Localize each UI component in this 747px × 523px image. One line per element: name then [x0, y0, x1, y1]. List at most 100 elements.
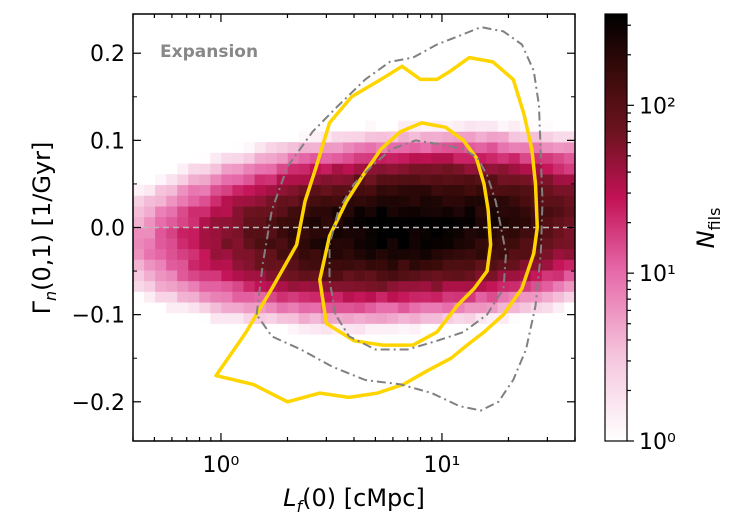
heatmap-cell: [563, 142, 575, 154]
heatmap-cell: [541, 195, 554, 207]
heatmap-cell: [342, 323, 355, 335]
heatmap-cell: [431, 280, 443, 292]
heatmap-cell: [276, 259, 288, 271]
heatmap-cell: [497, 184, 509, 196]
heatmap-cell: [442, 152, 454, 164]
heatmap-cell: [365, 184, 377, 196]
heatmap-cell: [519, 280, 532, 292]
heatmap-cell: [254, 195, 266, 207]
heatmap-cell: [166, 280, 178, 292]
heatmap-cell: [530, 131, 543, 143]
heatmap-cell: [298, 248, 311, 260]
heatmap-cell: [265, 184, 277, 196]
heatmap-cell: [210, 227, 222, 239]
heatmap-cell: [320, 259, 333, 271]
heatmap-cell: [420, 120, 432, 132]
heatmap-cell: [155, 248, 167, 260]
heatmap-cell: [508, 280, 521, 292]
heatmap-cell: [552, 142, 565, 154]
heatmap-cell: [276, 291, 288, 303]
heatmap-cell: [276, 248, 288, 260]
heatmap-cell: [221, 259, 233, 271]
heatmap-cell: [409, 280, 421, 292]
heatmap-cell: [409, 302, 421, 314]
heatmap-cell: [475, 312, 487, 324]
heatmap-cell: [243, 174, 255, 186]
heatmap-cell: [265, 174, 277, 186]
heatmap-cell: [409, 323, 421, 335]
heatmap-cell: [232, 142, 244, 154]
heatmap-cell: [354, 131, 366, 143]
heatmap-cell: [177, 270, 189, 282]
heatmap-cell: [221, 163, 233, 175]
heatmap-cell: [177, 302, 189, 314]
heatmap-cell: [508, 152, 521, 164]
heatmap-cell: [320, 291, 333, 303]
heatmap-cell: [563, 184, 575, 196]
heatmap-cell: [133, 227, 145, 239]
heatmap-cell: [486, 142, 498, 154]
heatmap-cell: [398, 227, 410, 239]
heatmap-cell: [320, 184, 333, 196]
heatmap-cell: [365, 323, 377, 335]
heatmap-cell: [166, 206, 178, 218]
heatmap-cell: [331, 227, 344, 239]
heatmap-cell: [133, 216, 145, 228]
heatmap-cell: [508, 227, 521, 239]
heatmap-cell: [552, 291, 565, 303]
heatmap-cell: [519, 302, 532, 314]
heatmap-cell: [177, 206, 189, 218]
heatmap-cell: [420, 270, 432, 282]
heatmap-cell: [409, 184, 421, 196]
heatmap-cell: [387, 206, 399, 218]
heatmap-cell: [431, 152, 443, 164]
heatmap-cell: [508, 120, 521, 132]
heatmap-cell: [453, 248, 465, 260]
heatmap-cell: [365, 142, 377, 154]
heatmap-cell: [420, 184, 432, 196]
heatmap-cell: [276, 280, 288, 292]
heatmap-cell: [563, 163, 575, 175]
heatmap-cell: [376, 291, 388, 303]
heatmap-cell: [453, 291, 465, 303]
heatmap-cell: [188, 163, 200, 175]
heatmap-cell: [243, 270, 255, 282]
heatmap-cell: [177, 195, 189, 207]
heatmap-cell: [298, 131, 311, 143]
heatmap-cell: [365, 312, 377, 324]
heatmap-cell: [552, 216, 565, 228]
heatmap-cell: [276, 270, 288, 282]
heatmap-cell: [210, 195, 222, 207]
heatmap-cell: [354, 291, 366, 303]
heatmap-cell: [221, 291, 233, 303]
heatmap-cell: [265, 152, 277, 164]
heatmap-cell: [155, 184, 167, 196]
heatmap-cell: [530, 163, 543, 175]
heatmap-cell: [398, 174, 410, 186]
heatmap-cell: [342, 270, 355, 282]
heatmap-cell: [320, 163, 333, 175]
heatmap-cell: [298, 302, 311, 314]
heatmap-cell: [210, 206, 222, 218]
heatmap-cell: [541, 270, 554, 282]
heatmap-cell: [398, 302, 410, 314]
heatmap-cell: [354, 142, 366, 154]
heatmap-cell: [409, 291, 421, 303]
heatmap-cell: [232, 227, 244, 239]
heatmap-cell: [530, 142, 543, 154]
heatmap-cell: [475, 248, 487, 260]
heatmap-cell: [475, 227, 487, 239]
heatmap-cell: [431, 259, 443, 271]
heatmap-cell: [232, 280, 244, 292]
heatmap-cell: [508, 259, 521, 271]
heatmap-cell: [475, 206, 487, 218]
heatmap-cell: [155, 238, 167, 250]
heatmap-cell: [144, 195, 156, 207]
heatmap-cell: [398, 312, 410, 324]
heatmap-cell: [508, 206, 521, 218]
heatmap-cell: [342, 259, 355, 271]
heatmap-cell: [431, 238, 443, 250]
y-tick-label: −0.2: [72, 391, 125, 416]
heatmap-cell: [155, 291, 167, 303]
heatmap-cell: [365, 270, 377, 282]
